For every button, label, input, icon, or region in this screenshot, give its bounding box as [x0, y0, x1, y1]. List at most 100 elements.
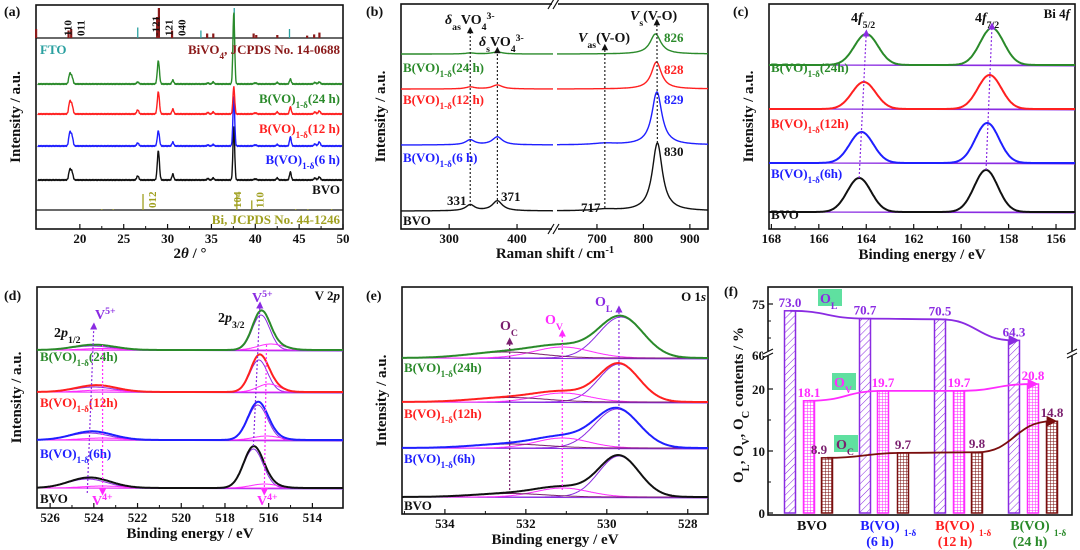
label-part: 0 — [759, 506, 766, 521]
bivo4-reference-line — [306, 35, 309, 38]
label-part: (24 h) — [1013, 535, 1048, 550]
label-part: 60 — [752, 348, 765, 363]
x-tick-label: 45 — [293, 231, 307, 246]
label-part: (12 h) — [938, 535, 973, 550]
x-axis-label: 2θ / ° — [174, 246, 207, 262]
peak-label: 826 — [664, 30, 684, 45]
category-label: (12 h) — [938, 535, 973, 550]
bivo4-reference-line — [35, 29, 38, 38]
label-part: 5/2 — [863, 20, 876, 31]
x-tick-label: 800 — [634, 231, 654, 246]
label-part: 19.7 — [948, 375, 971, 390]
label-part: 1-δ — [441, 369, 454, 379]
label-part: B(VO) — [404, 360, 441, 375]
label-part: 1-δ — [808, 69, 821, 79]
label-part: V — [741, 437, 752, 445]
label-part: 4 — [511, 44, 516, 55]
panel-label: (e) — [366, 289, 382, 304]
bar-value-label: 19.7 — [872, 375, 895, 390]
label-part: 110 — [255, 192, 267, 208]
bivo4-reference-line — [157, 8, 160, 38]
raman-trace — [400, 51, 554, 55]
bar-ol — [1007, 339, 1021, 514]
label-part: 1/2 — [68, 335, 81, 346]
axis-break-mark — [762, 348, 774, 359]
xps-envelope — [768, 122, 1076, 164]
y-axis-label: Intensity / a.u. — [8, 71, 24, 163]
bivo4-reference-line — [252, 33, 255, 38]
x-tick-label: 526 — [40, 510, 60, 525]
peak-guide-line — [858, 29, 870, 179]
label-part: 30 — [161, 231, 174, 246]
y-axis-label: OL, OV, OC contents / % — [731, 327, 752, 483]
label-part: 1-δ — [77, 404, 90, 414]
peak-guide-line — [985, 22, 996, 171]
xrd-trace — [37, 126, 343, 182]
label-part: Intensity / a.u. — [741, 70, 757, 162]
region-label: Bi 4f — [1044, 6, 1072, 21]
label-part: 162 — [904, 231, 924, 246]
series-tag-background — [818, 289, 842, 306]
label-part: , O — [731, 445, 747, 464]
bar-ol — [783, 310, 797, 514]
label-part: 800 — [634, 231, 654, 246]
y-axis-label: Intensity / a.u. — [9, 351, 25, 443]
sample-label: BVO — [312, 182, 340, 197]
peak-label: 371 — [501, 189, 521, 204]
region-label: V 2p — [315, 288, 341, 303]
label-part: 526 — [40, 510, 60, 525]
label-part: (12 h) — [308, 121, 340, 136]
label-part: 70.5 — [929, 303, 952, 318]
label-part: VO — [490, 35, 511, 50]
label-part: 1-δ — [979, 528, 991, 538]
label-part: O — [731, 471, 747, 483]
label-part: 1-δ — [808, 175, 821, 185]
x-tick-label: 534 — [435, 516, 455, 531]
bar-value-label: 14.8 — [1041, 405, 1064, 420]
x-tick-label: 40 — [249, 231, 262, 246]
label-part: 110 — [63, 20, 75, 36]
label-part: contents / % — [731, 327, 747, 411]
x-tick-label: 30 — [161, 231, 174, 246]
label-part: B(VO) — [259, 121, 296, 136]
label-part: f — [858, 11, 864, 26]
x-tick-label: 156 — [1046, 231, 1066, 246]
bivo4-reference-line — [255, 35, 258, 38]
label-part: (6 h) — [866, 535, 894, 550]
peak-label: 4f5/2 — [851, 11, 875, 31]
x-tick-label: 700 — [587, 231, 607, 246]
valence-label: V5+ — [95, 306, 116, 324]
label-part: 14.8 — [1041, 405, 1064, 420]
bivo4-reference-line — [156, 17, 159, 38]
sample-label: B(VO)1-δ(24 h) — [403, 60, 484, 79]
plot-frame — [767, 286, 1073, 516]
axis-break-mark — [547, 223, 560, 235]
label-part: f — [1066, 6, 1072, 21]
label-part: 1-δ — [440, 101, 453, 111]
label-part: 5+ — [262, 289, 273, 300]
bar-oc — [896, 452, 910, 514]
fit-component — [769, 81, 1075, 110]
label-part: Intensity / a.u. — [8, 71, 24, 163]
bivo4-reference-line — [276, 35, 279, 38]
label-part: B(VO) — [403, 60, 440, 75]
label-part: V — [252, 291, 262, 306]
label-part: 371 — [501, 189, 521, 204]
label-part: 121 — [163, 20, 175, 37]
axis-break — [552, 0, 558, 235]
label-part: B(VO) — [860, 519, 900, 534]
label-part: 534 — [435, 516, 455, 531]
label-part: BVO — [403, 213, 431, 228]
label-part: (V-O) — [596, 31, 630, 46]
label-part: 4 — [851, 11, 858, 26]
category-label: B(VO) — [1010, 519, 1050, 534]
bar-oc — [1045, 420, 1059, 514]
label-part: 1-δ — [440, 69, 453, 79]
panel-label: (b) — [366, 5, 383, 20]
label-part: 524 — [84, 510, 104, 525]
plot-frame — [401, 286, 709, 515]
label-part: 4+ — [102, 492, 113, 503]
label-part: 1-δ — [296, 130, 309, 140]
series-tag: OL — [820, 292, 838, 312]
